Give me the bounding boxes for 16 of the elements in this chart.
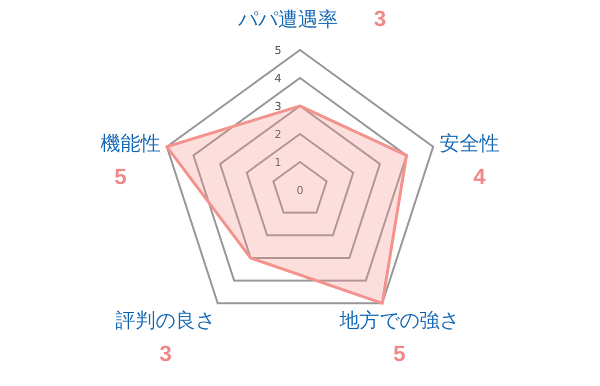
text: 4 xyxy=(473,164,486,190)
y-tick-label: 1 xyxy=(274,156,282,169)
spoke-label: 機能性 xyxy=(100,131,160,156)
y-tick-label: 3 xyxy=(274,100,282,113)
text: 5 xyxy=(393,340,406,366)
text: 3 xyxy=(160,340,172,366)
text: 3 xyxy=(374,6,386,31)
y-tick-label: 5 xyxy=(274,44,282,57)
y-tick-label: 4 xyxy=(274,72,282,85)
y-tick-label: 0 xyxy=(296,184,304,197)
spoke-label: 評判の良さ xyxy=(116,308,216,332)
spoke-label: パパ遭遇率 xyxy=(237,7,338,31)
text: 5 xyxy=(114,164,127,190)
spoke-label: 地方での強さ xyxy=(338,308,460,332)
y-tick-label: 2 xyxy=(274,128,282,141)
spoke-label: 安全性 xyxy=(440,131,500,156)
